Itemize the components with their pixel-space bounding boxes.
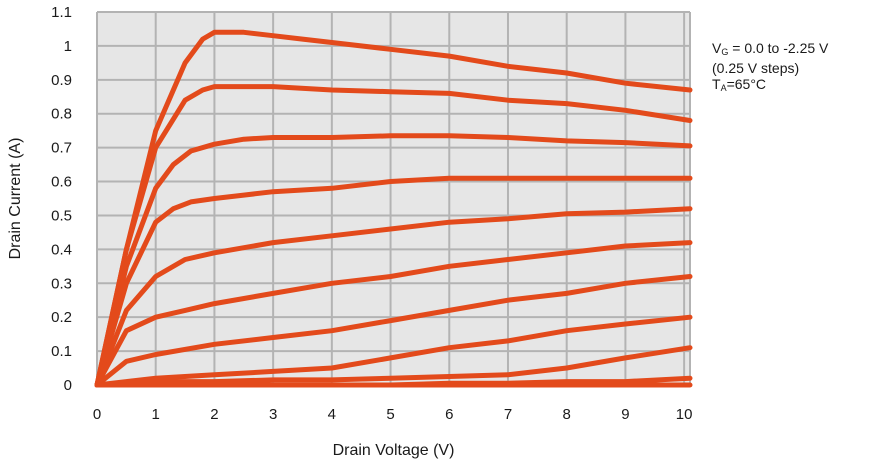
x-axis-title: Drain Voltage (V) <box>333 442 455 459</box>
series-line-8 <box>94 314 693 388</box>
y-tick-label: 0.9 <box>51 72 72 89</box>
series-line-9 <box>94 345 693 388</box>
ambient-temperature-text: TA=65°C <box>712 76 767 93</box>
x-tick-label: 10 <box>676 406 693 423</box>
y-tick-label: 0.1 <box>51 343 72 360</box>
x-tick-label: 9 <box>621 406 629 423</box>
x-tick-label: 5 <box>386 406 394 423</box>
y-tick-label: 0.7 <box>51 140 72 157</box>
gate-voltage-range-text: VG = 0.0 to -2.25 V <box>712 40 829 57</box>
series-line-6 <box>94 240 693 388</box>
x-tick-label: 2 <box>210 406 218 423</box>
condition-annotation: VG = 0.0 to -2.25 V (0.25 V steps) TA=65… <box>712 40 828 96</box>
y-axis-title: Drain Current (A) <box>7 138 24 260</box>
x-tick-label: 1 <box>152 406 160 423</box>
y-tick-label: 1.1 <box>51 4 72 21</box>
y-tick-label: 0.5 <box>51 207 72 224</box>
plot-area <box>97 12 690 385</box>
series-line-7 <box>94 274 693 388</box>
y-tick-label: 1 <box>64 38 72 55</box>
y-tick-label: 0 <box>64 377 72 394</box>
series-line-2 <box>94 84 693 388</box>
y-tick-label: 0.4 <box>51 241 72 258</box>
x-tick-label: 7 <box>504 406 512 423</box>
series-line-4 <box>94 175 693 388</box>
y-tick-labels: 0 0.1 0.2 0.3 0.4 0.5 0.6 0.7 0.8 0.9 1 1.1 <box>51 4 72 394</box>
x-tick-labels: 0 1 2 3 4 5 6 7 8 9 10 <box>93 406 693 423</box>
y-tick-label: 0.8 <box>51 106 72 123</box>
y-tick-label: 0.2 <box>51 309 72 326</box>
series-group <box>94 29 693 388</box>
x-tick-label: 4 <box>328 406 336 423</box>
y-tick-label: 0.6 <box>51 174 72 191</box>
x-tick-label: 3 <box>269 406 277 423</box>
x-tick-label: 6 <box>445 406 453 423</box>
series-line-3 <box>94 133 693 388</box>
y-tick-label: 0.3 <box>51 275 72 292</box>
series-line-1 <box>94 29 693 388</box>
series-line-5 <box>94 206 693 388</box>
x-tick-label: 0 <box>93 406 101 423</box>
x-tick-label: 8 <box>563 406 571 423</box>
step-size-text: (0.25 V steps) <box>712 60 800 76</box>
